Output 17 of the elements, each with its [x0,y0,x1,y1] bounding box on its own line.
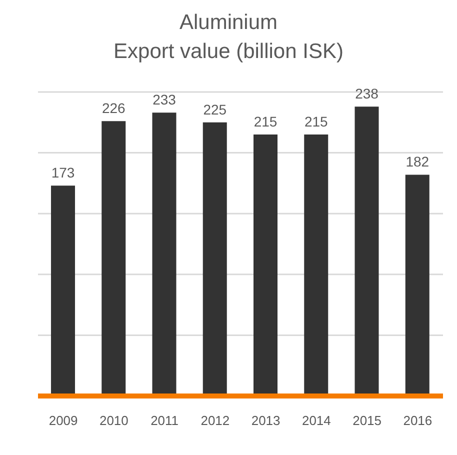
data-label: 215 [304,114,328,130]
data-label: 225 [203,101,227,118]
data-label: 182 [406,154,430,170]
x-tick-label: 2016 [403,413,432,428]
chart-title: Aluminium Export value (billion ISK) [112,10,344,65]
data-label: 226 [102,100,126,116]
x-tick-label: 2014 [302,413,331,428]
data-label: 238 [355,86,379,102]
x-tick-label: 2010 [99,413,128,428]
x-tick-label: 2009 [48,413,78,428]
x-tick-label: 2013 [251,413,280,428]
x-tick-label: 2015 [352,413,382,428]
data-label: 215 [254,114,278,130]
data-label: 233 [152,92,176,108]
x-tick-label: 2011 [150,413,179,428]
x-tick-label: 2012 [200,413,230,428]
data-label: 173 [51,164,75,181]
